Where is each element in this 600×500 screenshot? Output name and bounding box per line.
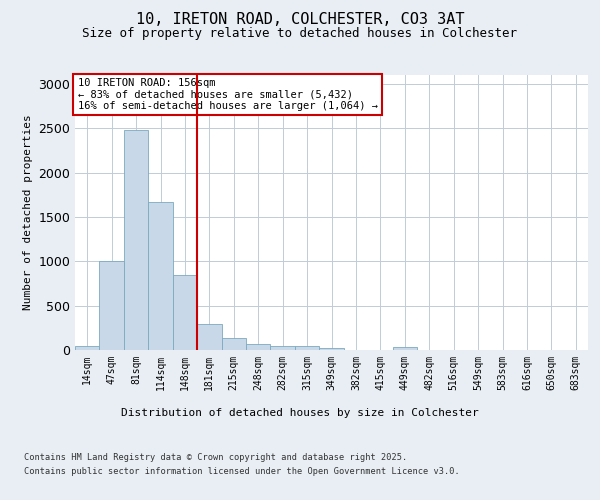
Bar [221, 338, 246, 350]
Text: Size of property relative to detached houses in Colchester: Size of property relative to detached ho… [83, 28, 517, 40]
Bar [197, 324, 221, 350]
Bar [148, 202, 173, 350]
Bar [392, 348, 417, 350]
Text: 10, IRETON ROAD, COLCHESTER, CO3 3AT: 10, IRETON ROAD, COLCHESTER, CO3 3AT [136, 12, 464, 28]
Bar [271, 346, 295, 350]
Bar [124, 130, 148, 350]
Text: 10 IRETON ROAD: 156sqm
← 83% of detached houses are smaller (5,432)
16% of semi-: 10 IRETON ROAD: 156sqm ← 83% of detached… [77, 78, 377, 111]
Bar [173, 276, 197, 350]
Text: Contains HM Land Registry data © Crown copyright and database right 2025.: Contains HM Land Registry data © Crown c… [24, 452, 407, 462]
Bar [75, 346, 100, 350]
Text: Distribution of detached houses by size in Colchester: Distribution of detached houses by size … [121, 408, 479, 418]
Bar [246, 344, 271, 350]
Bar [319, 348, 344, 350]
Bar [100, 261, 124, 350]
Bar [295, 346, 319, 350]
Y-axis label: Number of detached properties: Number of detached properties [23, 114, 33, 310]
Text: Contains public sector information licensed under the Open Government Licence v3: Contains public sector information licen… [24, 468, 460, 476]
